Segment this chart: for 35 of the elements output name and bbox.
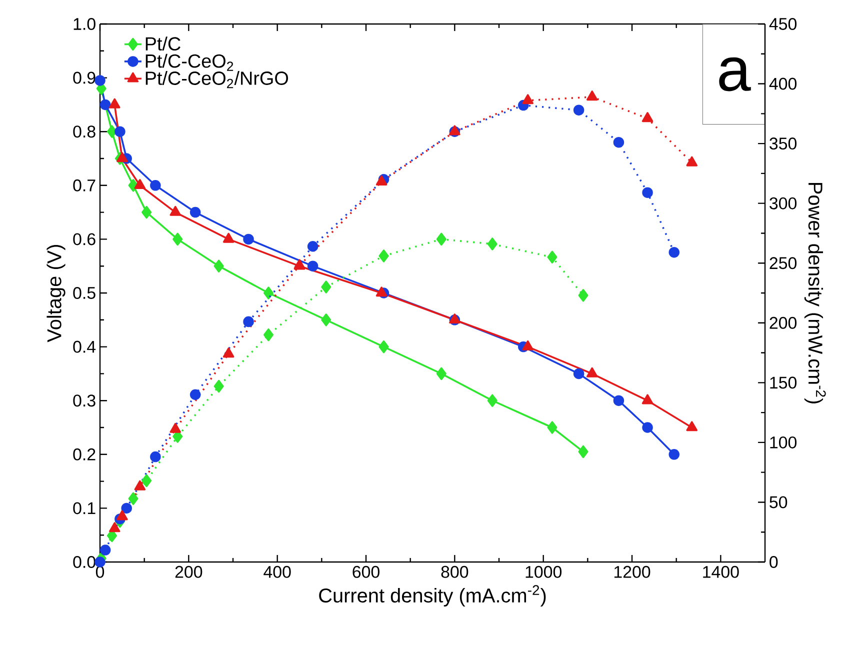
legend-label: Pt/C-CeO$_{2}$: [146, 54, 234, 71]
y-tick-label: 1.0: [74, 18, 96, 30]
x-tick-label: 1000: [526, 566, 562, 578]
x-tick-label: 1200: [614, 566, 650, 578]
y-axis-title: Voltage (V): [46, 244, 66, 342]
y-tick-label: 0.1: [73, 502, 96, 514]
legend-label: Pt/C: [146, 36, 180, 51]
y-tick-label: 0.2: [73, 448, 96, 460]
y-tick-label: 0.7: [73, 179, 96, 192]
x-tick-label: 600: [352, 566, 380, 578]
x-tick-label: 200: [175, 566, 202, 578]
y2-tick-label: 350: [770, 138, 797, 150]
y-tick-label: 0.9: [73, 72, 96, 84]
y-tick-label: 0.0: [73, 556, 96, 568]
y2-tick-label: 450: [769, 18, 797, 30]
y2-axis-title: Power density (mW.cm$^{-2}$): [804, 183, 826, 404]
y2-tick-label: 50: [770, 496, 788, 508]
y2-tick-label: 100: [770, 436, 797, 448]
y2-tick-label: 300: [770, 197, 797, 210]
x-tick-label: 800: [441, 566, 468, 578]
y-tick-label: 0.6: [73, 233, 96, 246]
y2-tick-label: 200: [770, 316, 797, 329]
x-tick-label: 400: [264, 566, 291, 578]
annotation: a: [719, 57, 751, 92]
y-tick-label: 0.8: [73, 126, 96, 138]
legend-label: Pt/C-CeO$_{2}$/NrGO: [146, 71, 288, 88]
y2-tick-label: 0: [770, 556, 778, 568]
y2-tick-label: 250: [770, 257, 797, 270]
y2-tick-label: 150: [770, 376, 797, 389]
y2-tick-label: 400: [769, 78, 797, 90]
y-tick-label: 0.5: [73, 287, 96, 299]
y-tick-label: 0.4: [73, 340, 96, 353]
x-axis-title: Current density (mA.cm$^{-2}$): [319, 585, 546, 607]
x-tick-label: 1400: [703, 566, 739, 578]
y-tick-label: 0.3: [73, 394, 96, 407]
